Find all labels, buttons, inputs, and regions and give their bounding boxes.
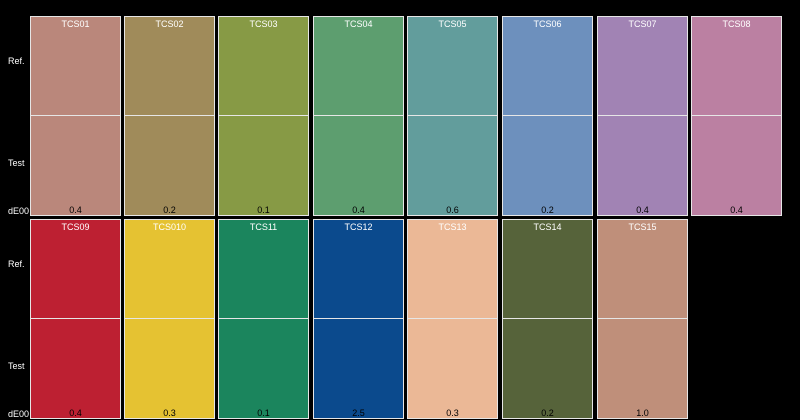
ref-patch — [314, 220, 403, 319]
de-value: 0.1 — [257, 205, 270, 215]
swatch-tcs08: TCS08 0.4 — [691, 16, 782, 216]
ref-patch — [31, 17, 120, 116]
ref-patch — [598, 220, 687, 319]
test-patch — [598, 116, 687, 215]
swatch-row-1: Ref. Test dE00 TCS01 0.4 TCS02 0.2 TCS03… — [0, 10, 800, 216]
ref-patch — [408, 17, 497, 116]
swatch-row-2: Ref. Test dE00 TCS09 0.4 TCS010 0.3 TCS1… — [0, 213, 800, 419]
swatch-name: TCS15 — [628, 222, 657, 232]
swatch-tcs05: TCS05 0.6 — [407, 16, 498, 216]
swatch-tcs13: TCS13 0.3 — [407, 219, 498, 419]
ref-patch — [125, 220, 214, 319]
swatch-name: TCS09 — [61, 222, 90, 232]
ref-patch — [598, 17, 687, 116]
swatch-name: TCS05 — [438, 19, 467, 29]
swatch-tcs010: TCS010 0.3 — [124, 219, 215, 419]
swatch-name: TCS11 — [249, 222, 278, 232]
swatch-tcs04: TCS04 0.4 — [313, 16, 404, 216]
de-value: 0.6 — [446, 205, 459, 215]
swatch-name: TCS04 — [344, 19, 373, 29]
test-patch — [31, 319, 120, 418]
swatch-tcs09: TCS09 0.4 — [30, 219, 121, 419]
swatch-name: TCS06 — [533, 19, 562, 29]
swatch-tcs14: TCS14 0.2 — [502, 219, 593, 419]
test-label: Test — [8, 158, 25, 168]
ref-patch — [219, 220, 308, 319]
swatch-name: TCS08 — [722, 19, 751, 29]
ref-patch — [692, 17, 781, 116]
ref-patch — [125, 17, 214, 116]
ref-patch — [503, 220, 592, 319]
swatch-tcs11: TCS11 0.1 — [218, 219, 309, 419]
swatch-tcs01: TCS01 0.4 — [30, 16, 121, 216]
test-patch — [219, 116, 308, 215]
de-value: 0.4 — [352, 205, 365, 215]
swatch-name: TCS010 — [152, 222, 187, 232]
test-patch — [692, 116, 781, 215]
de-value: 0.2 — [541, 408, 554, 418]
test-patch — [408, 116, 497, 215]
de-value: 0.2 — [541, 205, 554, 215]
test-patch — [503, 319, 592, 418]
test-patch — [31, 116, 120, 215]
ref-patch — [31, 220, 120, 319]
de-value: 0.2 — [163, 205, 176, 215]
test-patch — [219, 319, 308, 418]
test-patch — [598, 319, 687, 418]
de-value: 2.5 — [352, 408, 365, 418]
swatch-name: TCS03 — [249, 19, 278, 29]
swatch-tcs06: TCS06 0.2 — [502, 16, 593, 216]
ref-patch — [314, 17, 403, 116]
de-value: 0.4 — [636, 205, 649, 215]
test-patch — [125, 116, 214, 215]
test-patch — [503, 116, 592, 215]
ref-patch — [408, 220, 497, 319]
swatch-name: TCS13 — [438, 222, 467, 232]
ref-patch — [503, 17, 592, 116]
de-label: dE00 — [8, 206, 30, 216]
test-patch — [408, 319, 497, 418]
ref-patch — [219, 17, 308, 116]
swatch-tcs02: TCS02 0.2 — [124, 16, 215, 216]
swatch-name: TCS01 — [61, 19, 90, 29]
de-value: 1.0 — [636, 408, 649, 418]
swatch-name: TCS12 — [344, 222, 373, 232]
swatch-tcs12: TCS12 2.5 — [313, 219, 404, 419]
swatch-name: TCS02 — [155, 19, 184, 29]
de-value: 0.4 — [69, 205, 82, 215]
swatch-tcs07: TCS07 0.4 — [597, 16, 688, 216]
de-value: 0.3 — [163, 408, 176, 418]
swatch-tcs03: TCS03 0.1 — [218, 16, 309, 216]
ref-label: Ref. — [8, 259, 25, 269]
test-patch — [314, 319, 403, 418]
swatch-tcs15: TCS15 1.0 — [597, 219, 688, 419]
de-value: 0.4 — [69, 408, 82, 418]
de-value: 0.1 — [257, 408, 270, 418]
de-label: dE00 — [8, 409, 30, 419]
swatch-name: TCS14 — [533, 222, 562, 232]
de-value: 0.4 — [730, 205, 743, 215]
test-patch — [125, 319, 214, 418]
test-label: Test — [8, 361, 25, 371]
swatch-name: TCS07 — [628, 19, 657, 29]
de-value: 0.3 — [446, 408, 459, 418]
ref-label: Ref. — [8, 56, 25, 66]
test-patch — [314, 116, 403, 215]
